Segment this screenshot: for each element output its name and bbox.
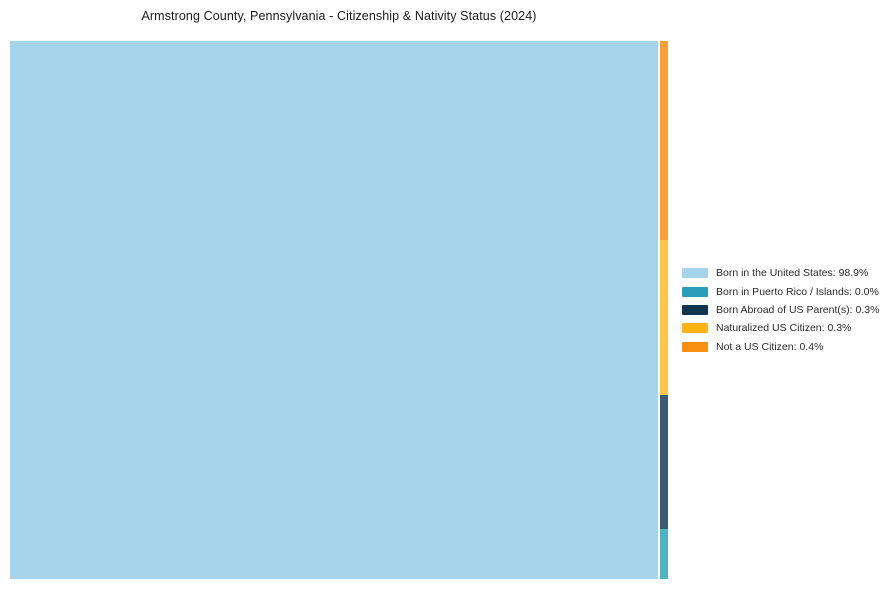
treemap-tile-born-in-the-united-states[interactable] (10, 41, 658, 579)
legend-item-born-in-puerto-rico-islands[interactable]: Born in Puerto Rico / Islands: 0.0% (682, 282, 879, 300)
treemap-tile-born-in-puerto-rico-islands[interactable] (660, 528, 668, 579)
treemap-tile-not-a-us-citizen[interactable] (660, 41, 668, 241)
legend-label: Naturalized US Citizen: 0.3% (716, 322, 852, 335)
legend-swatch-icon (682, 341, 708, 352)
legend-item-naturalized-us-citizen[interactable]: Naturalized US Citizen: 0.3% (682, 319, 879, 337)
treemap (10, 41, 668, 579)
chart-title: Armstrong County, Pennsylvania - Citizen… (141, 9, 537, 23)
legend-item-born-in-the-united-states[interactable]: Born in the United States: 98.9% (682, 264, 879, 282)
legend-label: Not a US Citizen: 0.4% (716, 340, 824, 353)
legend-label: Born in Puerto Rico / Islands: 0.0% (716, 285, 879, 298)
legend-item-not-a-us-citizen[interactable]: Not a US Citizen: 0.4% (682, 338, 879, 356)
treemap-strip (660, 41, 668, 579)
legend-swatch-icon (682, 304, 708, 315)
legend-item-born-abroad-of-us-parent-s[interactable]: Born Abroad of US Parent(s): 0.3% (682, 301, 879, 319)
legend-swatch-icon (682, 286, 708, 297)
legend-label: Born Abroad of US Parent(s): 0.3% (716, 303, 880, 316)
legend-swatch-icon (682, 323, 708, 334)
legend: Born in the United States: 98.9% Born in … (682, 264, 879, 356)
legend-label: Born in the United States: 98.9% (716, 267, 869, 280)
legend-swatch-icon (682, 268, 708, 279)
treemap-tile-born-abroad-of-us-parent-s[interactable] (660, 394, 668, 529)
treemap-tile-naturalized-us-citizen[interactable] (660, 240, 668, 395)
